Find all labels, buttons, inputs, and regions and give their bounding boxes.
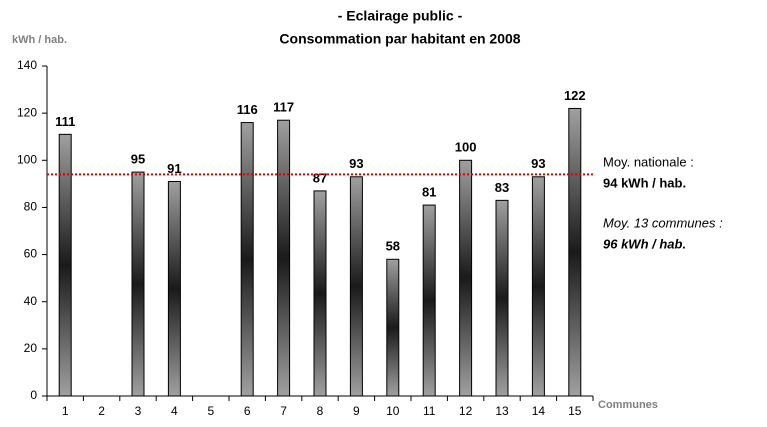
x-tick-label: 4: [171, 404, 178, 418]
annotation: Moy. nationale :: [603, 154, 694, 169]
x-tick-label: 14: [532, 404, 546, 418]
bar: [568, 107, 582, 397]
bar: [313, 190, 327, 397]
bar: [131, 171, 145, 397]
data-label: 81: [422, 185, 436, 200]
y-axis-label: kWh / hab.: [12, 34, 67, 46]
bar: [386, 258, 400, 397]
data-label: 111: [55, 114, 75, 129]
bar: [495, 199, 509, 397]
annotation: 94 kWh / hab.: [603, 175, 686, 190]
x-tick-label: 5: [207, 404, 214, 418]
data-label: 122: [564, 88, 586, 103]
x-tick-label: 7: [280, 404, 287, 418]
y-tick-label: 80: [24, 200, 38, 214]
y-tick-label: 20: [24, 341, 38, 355]
x-tick-label: 3: [135, 404, 142, 418]
x-tick-label: 1: [62, 404, 69, 418]
data-label: 93: [349, 156, 363, 171]
x-tick-label: 2: [98, 404, 105, 418]
data-label: 83: [495, 180, 509, 195]
bar: [422, 204, 436, 397]
data-label: 93: [531, 156, 545, 171]
bar: [459, 159, 473, 397]
x-tick-label: 6: [244, 404, 251, 418]
y-tick-label: 140: [17, 58, 37, 72]
data-label: 95: [131, 152, 145, 167]
bar: [277, 119, 291, 397]
y-tick-label: 0: [30, 388, 37, 402]
data-label: 100: [455, 140, 477, 155]
annotation: 96 kWh / hab.: [603, 236, 686, 251]
x-tick-label: 13: [495, 404, 509, 418]
x-tick-label: 11: [423, 404, 436, 418]
y-tick-label: 100: [17, 152, 37, 166]
x-tick-label: 12: [459, 404, 473, 418]
bar: [240, 122, 254, 397]
data-label: 116: [237, 102, 258, 117]
x-tick-label: 15: [568, 404, 582, 418]
data-label: 91: [167, 161, 181, 176]
data-label: 58: [386, 239, 400, 254]
y-tick-label: 40: [24, 294, 38, 308]
bar: [531, 176, 545, 397]
x-tick-label: 9: [353, 404, 360, 418]
y-tick-label: 120: [17, 105, 37, 119]
chart-title: - Eclairage public -: [338, 8, 463, 24]
y-tick-label: 60: [24, 247, 38, 261]
x-tick-label: 8: [317, 404, 324, 418]
annotation: Moy. 13 communes :: [603, 215, 723, 230]
chart-subtitle: Consommation par habitant en 2008: [279, 31, 520, 47]
x-axis-label: Communes: [598, 399, 658, 411]
bar: [349, 176, 363, 397]
data-label: 117: [273, 100, 294, 115]
bar: [167, 181, 181, 397]
data-label: 87: [313, 170, 327, 185]
x-tick-label: 10: [386, 404, 400, 418]
